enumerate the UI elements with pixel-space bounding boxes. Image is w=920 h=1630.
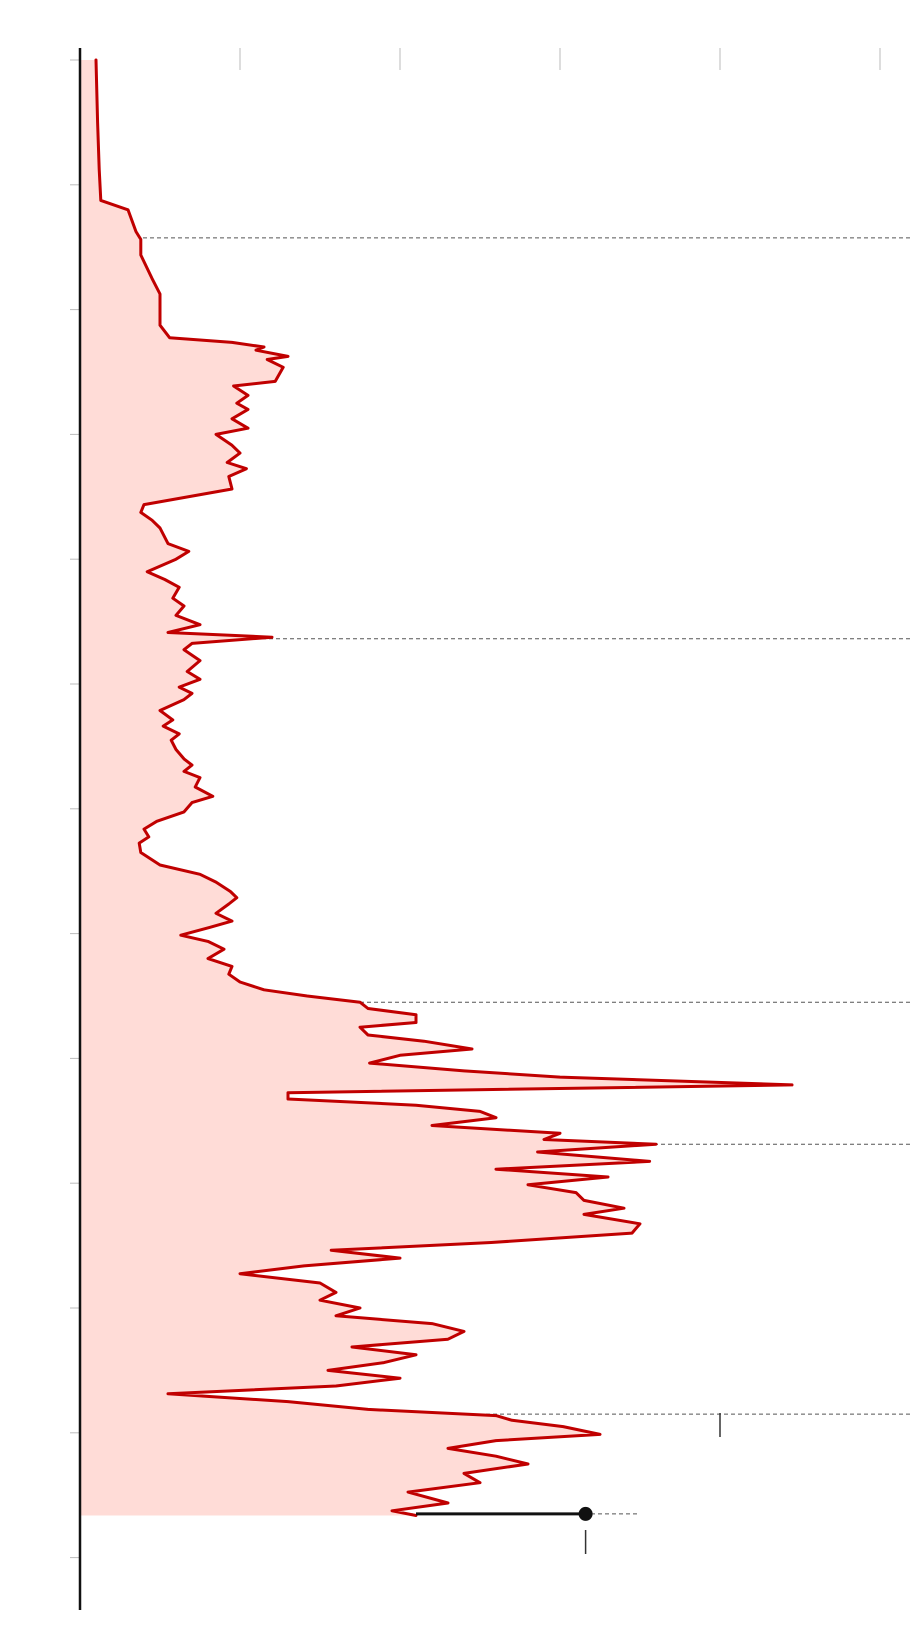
series-fill (80, 60, 792, 1516)
markers (416, 1413, 721, 1554)
series-line (94, 58, 794, 1517)
series-area (80, 58, 794, 1517)
time-axis-ticks (70, 59, 80, 1559)
value-gridline-ticks (239, 48, 881, 70)
marker-dot-1 (578, 1506, 593, 1521)
